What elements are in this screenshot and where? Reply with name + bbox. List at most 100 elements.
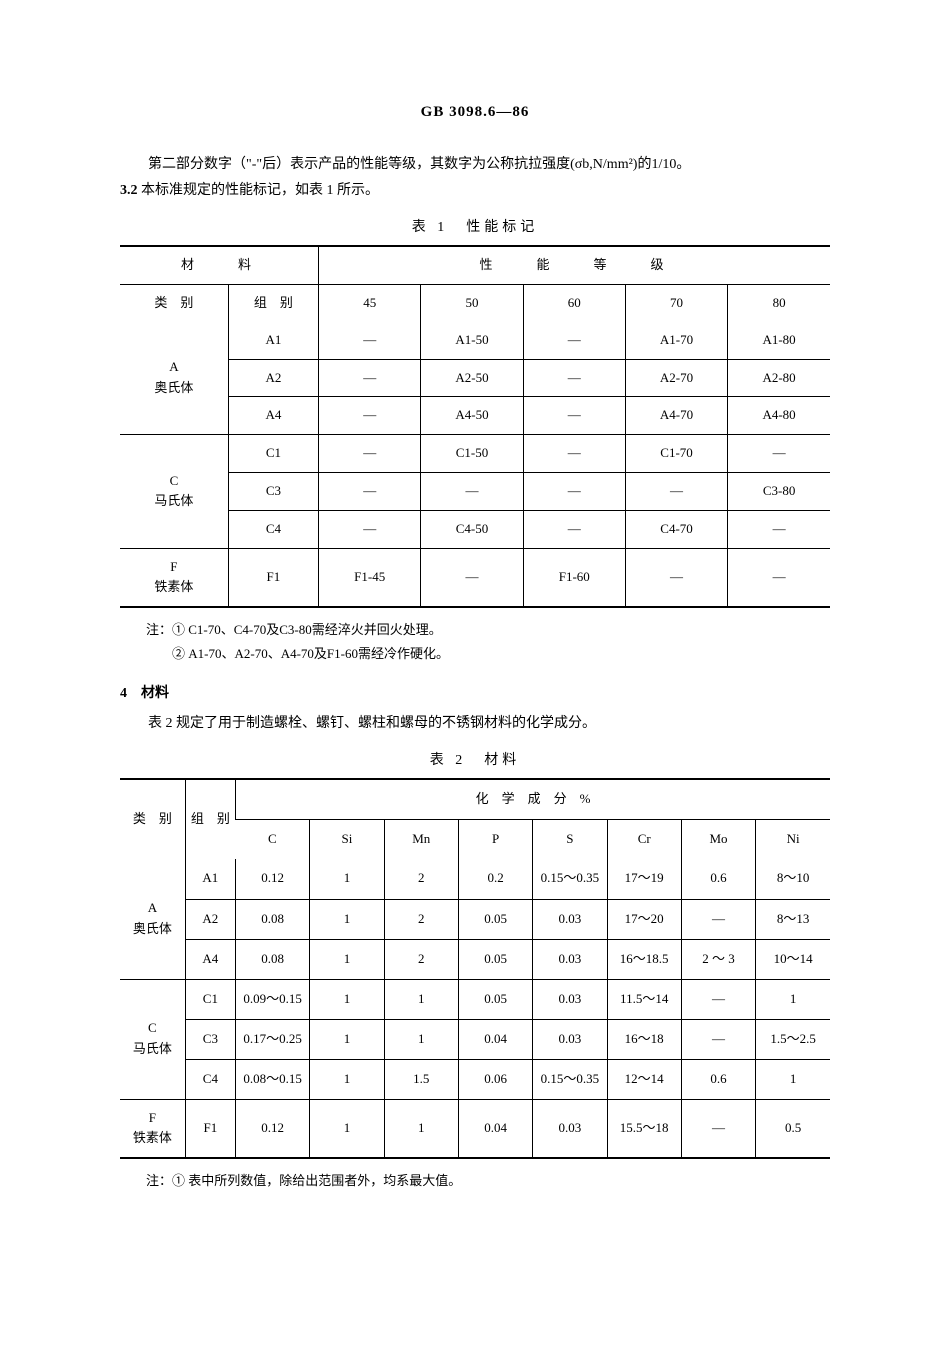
- table-1: 材 料 性 能 等 级 类 别 组 别 45 50 60 70 80 A奥氏体A…: [120, 245, 830, 608]
- group-cell: A2: [185, 899, 235, 939]
- data-cell: C3-80: [728, 472, 830, 510]
- data-cell: 17～20: [607, 899, 681, 939]
- data-cell: 16～18: [607, 1019, 681, 1059]
- category-cell: A奥氏体: [120, 859, 185, 979]
- group-cell: A4: [228, 397, 318, 435]
- category-cell: A奥氏体: [120, 322, 228, 435]
- data-cell: —: [625, 472, 727, 510]
- table2-head-mn: Mn: [384, 819, 458, 859]
- data-cell: C1-70: [625, 435, 727, 473]
- table1-head-perfgrade: 性 能 等 级: [319, 246, 830, 284]
- data-cell: 0.03: [533, 899, 607, 939]
- table2-head-ni: Ni: [756, 819, 830, 859]
- section-4-title: 4 材料: [120, 683, 830, 705]
- data-cell: A2-50: [421, 359, 523, 397]
- group-cell: F1: [228, 548, 318, 607]
- table1-head-col-80: 80: [728, 284, 830, 321]
- table1-note-1: 注：① C1-70、C4-70及C3-80需经淬火并回火处理。: [146, 618, 830, 641]
- data-cell: —: [319, 322, 421, 359]
- data-cell: 1: [384, 979, 458, 1019]
- data-cell: 0.08: [235, 939, 309, 979]
- table1-head-row-2: 类 别 组 别 45 50 60 70 80: [120, 284, 830, 321]
- table1-head-category: 类 别: [120, 284, 228, 321]
- data-cell: A4-50: [421, 397, 523, 435]
- data-cell: 1: [384, 1099, 458, 1158]
- data-cell: 1: [310, 1059, 384, 1099]
- data-cell: 1: [756, 1059, 830, 1099]
- category-cell: C马氏体: [120, 435, 228, 548]
- data-cell: 0.05: [458, 899, 532, 939]
- data-cell: 0.12: [235, 859, 309, 899]
- category-cell: F铁素体: [120, 548, 228, 607]
- data-cell: —: [681, 1099, 755, 1158]
- data-cell: 0.05: [458, 979, 532, 1019]
- table2-head-category: 类 别: [120, 779, 185, 859]
- intro-line-2-text: 本标准规定的性能标记，如表 1 所示。: [141, 183, 379, 198]
- group-cell: A1: [185, 859, 235, 899]
- data-cell: —: [523, 510, 625, 548]
- data-cell: 10～14: [756, 939, 830, 979]
- table1-head-col-60: 60: [523, 284, 625, 321]
- data-cell: 0.6: [681, 1059, 755, 1099]
- table1-note-2: 注：② A1-70、A2-70、A4-70及F1-60需经冷作硬化。: [146, 642, 830, 665]
- data-cell: C1-50: [421, 435, 523, 473]
- data-cell: 0.17～0.25: [235, 1019, 309, 1059]
- data-cell: A2-80: [728, 359, 830, 397]
- table-row: C30.17～0.25110.040.0316～18—1.5～2.5: [120, 1019, 830, 1059]
- table-row: C40.08～0.1511.50.060.15～0.3512～140.61: [120, 1059, 830, 1099]
- document-code: GB 3098.6—86: [120, 100, 830, 124]
- data-cell: —: [728, 510, 830, 548]
- data-cell: —: [523, 322, 625, 359]
- table2-head-s: S: [533, 819, 607, 859]
- table2-notes: 注：① 表中所列数值，除给出范围者外，均系最大值。: [146, 1169, 830, 1192]
- table1-head-col-45: 45: [319, 284, 421, 321]
- data-cell: —: [625, 548, 727, 607]
- data-cell: 0.06: [458, 1059, 532, 1099]
- note-1-text: ① C1-70、C4-70及C3-80需经淬火并回火处理。: [172, 622, 442, 637]
- data-cell: F1-45: [319, 548, 421, 607]
- data-cell: —: [319, 359, 421, 397]
- data-cell: 2: [384, 939, 458, 979]
- data-cell: —: [681, 1019, 755, 1059]
- data-cell: 0.04: [458, 1099, 532, 1158]
- data-cell: 17～19: [607, 859, 681, 899]
- data-cell: A1-80: [728, 322, 830, 359]
- table2-head-chem: 化 学 成 分 %: [235, 779, 830, 819]
- data-cell: —: [523, 472, 625, 510]
- data-cell: 8～13: [756, 899, 830, 939]
- table-row: C马氏体C10.09～0.15110.050.0311.5～14—1: [120, 979, 830, 1019]
- data-cell: —: [728, 435, 830, 473]
- data-cell: 1: [310, 899, 384, 939]
- data-cell: A4-70: [625, 397, 727, 435]
- data-cell: 0.03: [533, 1019, 607, 1059]
- data-cell: —: [523, 435, 625, 473]
- data-cell: —: [728, 548, 830, 607]
- table1-head-row-1: 材 料 性 能 等 级: [120, 246, 830, 284]
- table2-head-c: C: [235, 819, 309, 859]
- data-cell: —: [681, 899, 755, 939]
- data-cell: —: [681, 979, 755, 1019]
- data-cell: A4-80: [728, 397, 830, 435]
- data-cell: C4-50: [421, 510, 523, 548]
- table1-title: 表 1 性能标记: [120, 217, 830, 239]
- table2-note-1: 注：① 表中所列数值，除给出范围者外，均系最大值。: [146, 1169, 830, 1192]
- data-cell: F1-60: [523, 548, 625, 607]
- table2-head-mo: Mo: [681, 819, 755, 859]
- category-cell: C马氏体: [120, 979, 185, 1099]
- data-cell: 0.03: [533, 939, 607, 979]
- group-cell: C3: [185, 1019, 235, 1059]
- group-cell: C1: [228, 435, 318, 473]
- data-cell: —: [319, 510, 421, 548]
- data-cell: —: [421, 548, 523, 607]
- data-cell: C4-70: [625, 510, 727, 548]
- table2-head-p: P: [458, 819, 532, 859]
- table1-head-material: 材 料: [120, 246, 319, 284]
- data-cell: A1-50: [421, 322, 523, 359]
- data-cell: 0.6: [681, 859, 755, 899]
- data-cell: —: [319, 472, 421, 510]
- data-cell: 1.5: [384, 1059, 458, 1099]
- data-cell: 1.5～2.5: [756, 1019, 830, 1059]
- data-cell: 11.5～14: [607, 979, 681, 1019]
- data-cell: 0.15～0.35: [533, 1059, 607, 1099]
- data-cell: 1: [310, 859, 384, 899]
